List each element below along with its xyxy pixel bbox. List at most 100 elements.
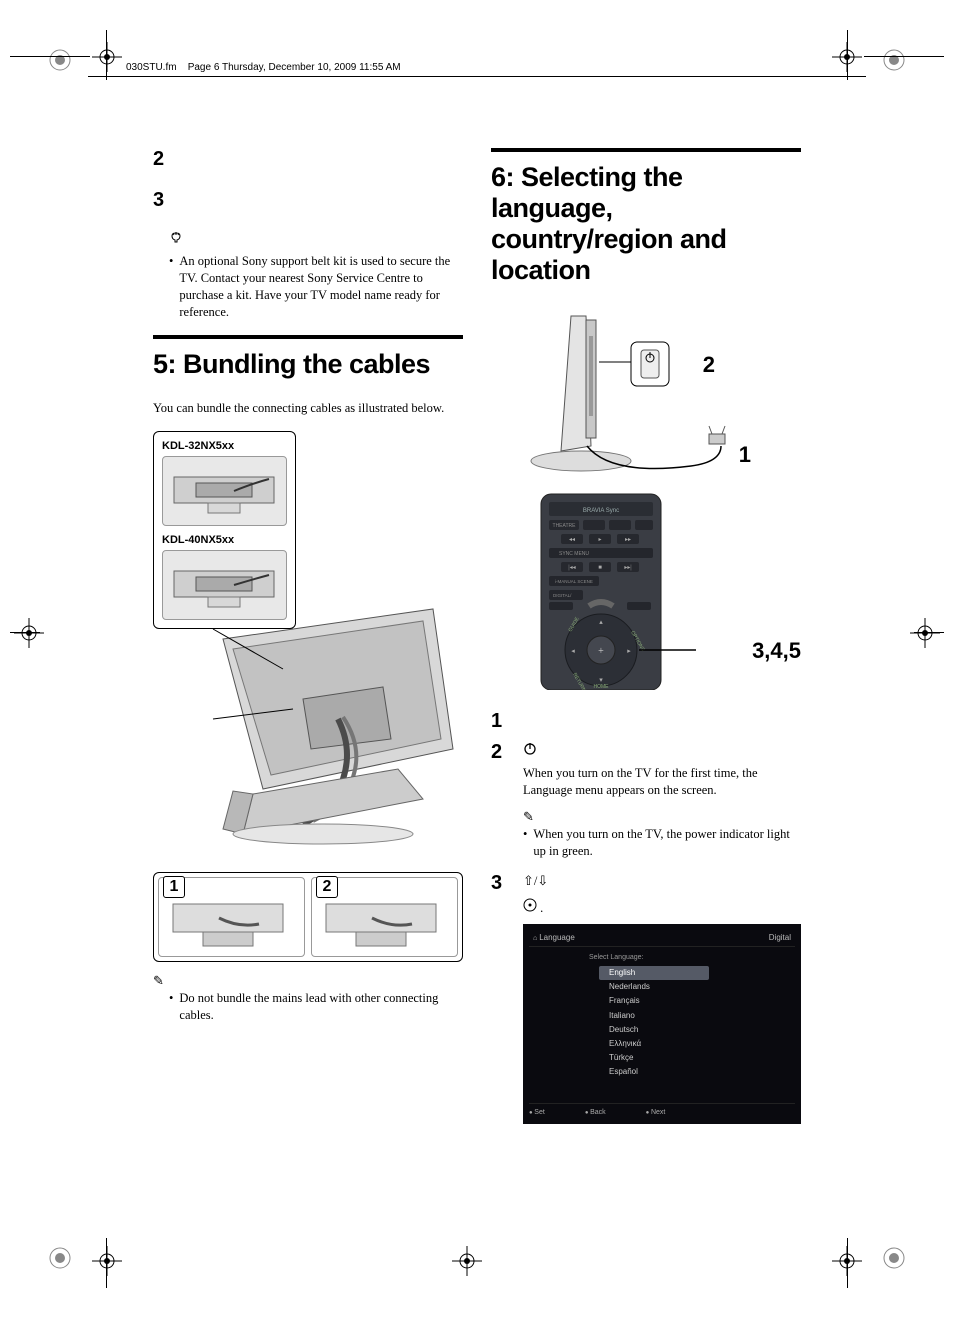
svg-text:+: + <box>598 646 604 657</box>
cable-diagram-b <box>162 550 287 620</box>
diagram-label-1: 1 <box>739 442 751 468</box>
language-menu-screenshot: ⌂ Language Digital Select Language: Engl… <box>523 924 801 1124</box>
lang-item: Español <box>599 1065 795 1079</box>
model-b-label: KDL-40NX5xx <box>162 534 287 546</box>
registration-mark <box>882 1246 906 1270</box>
step-2: 2 When you turn on the TV for the first … <box>491 741 801 864</box>
note-text: Do not bundle the mains lead with other … <box>179 990 463 1024</box>
step-number-3: 3 <box>153 189 463 212</box>
frame-line <box>847 1238 848 1288</box>
svg-text:◂: ◂ <box>571 647 575 655</box>
section-6-title: 6: Selecting the language, country/regio… <box>491 162 801 286</box>
step-illustration-row: 1 2 <box>153 872 463 962</box>
footer-next: Next <box>646 1108 666 1118</box>
diagram-label-345: 3,4,5 <box>752 638 801 664</box>
step-number-2: 2 <box>153 148 463 171</box>
tv-power-diagram: 2 1 <box>491 306 801 486</box>
arrows-icon: ⇧/⇩ <box>523 872 801 891</box>
step-3-no: 3 <box>491 872 511 895</box>
svg-text:BRAVIA Sync: BRAVIA Sync <box>583 508 619 514</box>
svg-text:▴: ▴ <box>599 618 603 626</box>
step-2-note-text: When you turn on the TV, the power indic… <box>533 826 801 860</box>
step-2-text: When you turn on the TV for the first ti… <box>523 765 801 800</box>
registration-mark <box>48 48 72 72</box>
section-5-title: 5: Bundling the cables <box>153 349 463 380</box>
svg-text:▾: ▾ <box>599 676 603 684</box>
bullet-dot: • <box>169 990 173 1024</box>
crop-mark <box>14 618 44 648</box>
right-column: 6: Selecting the language, country/regio… <box>491 148 801 1132</box>
lang-item: Nederlands <box>599 980 795 994</box>
step-1-number: 1 <box>163 876 185 898</box>
language-list: Select Language: English Nederlands Fran… <box>599 953 795 1079</box>
svg-text:THEATRE: THEATRE <box>553 523 577 529</box>
section-rule <box>153 335 463 339</box>
lang-title-right: Digital <box>769 932 791 944</box>
header-rule <box>88 76 866 77</box>
remote-diagram: BRAVIA Sync THEATRE ◂◂ ▸ ▸▸ SYNC MENU |◂… <box>491 490 801 690</box>
lang-footer: Set Back Next <box>529 1103 795 1118</box>
crop-mark <box>92 42 122 72</box>
select-language-label: Select Language: <box>589 953 795 963</box>
footer-back: Back <box>585 1108 606 1118</box>
svg-text:|◂◂: |◂◂ <box>568 565 575 571</box>
note-icon: ✎ <box>523 808 801 827</box>
section-rule <box>491 148 801 152</box>
frame-line <box>864 56 944 57</box>
lang-item: Türkçe <box>599 1051 795 1065</box>
lang-item: Deutsch <box>599 1022 795 1036</box>
step-2-box: 2 <box>311 877 458 957</box>
bullet-dot: • <box>523 826 527 860</box>
header-pageinfo: Page 6 Thursday, December 10, 2009 11:55… <box>188 62 401 73</box>
section-5-intro: You can bundle the connecting cables as … <box>153 400 463 418</box>
step-2-note: • When you turn on the TV, the power ind… <box>523 826 801 860</box>
step-1: 1 <box>491 710 801 733</box>
step-1-no: 1 <box>491 710 511 733</box>
diagram-label-2: 2 <box>703 352 715 378</box>
svg-text:SYNC MENU: SYNC MENU <box>559 551 589 557</box>
step-2-no: 2 <box>491 741 511 764</box>
frame-line <box>106 30 107 80</box>
left-column: 2 3 • An optional Sony support belt kit … <box>153 148 463 1132</box>
step-1-box: 1 <box>158 877 305 957</box>
svg-text:▸: ▸ <box>598 537 601 543</box>
frame-line <box>106 1238 107 1288</box>
lang-item: Français <box>599 994 795 1008</box>
footer-set: Set <box>529 1108 545 1118</box>
svg-text:HOME: HOME <box>594 684 610 690</box>
crop-mark <box>452 1246 482 1276</box>
bullet-dot: • <box>169 253 173 321</box>
svg-text:i-MANUAL SCENE: i-MANUAL SCENE <box>555 579 593 584</box>
tip-text: An optional Sony support belt kit is use… <box>179 253 463 321</box>
lang-item: Ελληνικά <box>599 1036 795 1050</box>
frame-line <box>847 30 848 80</box>
header-filename: 030STU.fm <box>126 62 177 73</box>
svg-text:■: ■ <box>598 565 602 571</box>
frame-line <box>914 632 944 633</box>
step-3: 3 ⇧/⇩ . ⌂ Language Digital Select Langua… <box>491 872 801 1124</box>
svg-text:▸▸|: ▸▸| <box>624 565 631 571</box>
registration-mark <box>48 1246 72 1270</box>
svg-text:DIGITAL/: DIGITAL/ <box>553 593 572 598</box>
crop-mark <box>92 1246 122 1276</box>
cable-diagram-a <box>162 456 287 526</box>
note-bullet: • Do not bundle the mains lead with othe… <box>169 990 463 1024</box>
crop-mark <box>910 618 940 648</box>
svg-text:◂◂: ◂◂ <box>569 537 575 543</box>
registration-mark <box>882 48 906 72</box>
tv-back-illustration <box>153 599 463 864</box>
tip-bullet: • An optional Sony support belt kit is u… <box>169 253 463 321</box>
tip-icon <box>169 230 463 249</box>
frame-line <box>10 632 40 633</box>
model-a-label: KDL-32NX5xx <box>162 440 287 452</box>
lang-title-left: ⌂ Language <box>533 932 575 944</box>
svg-text:▸▸: ▸▸ <box>625 537 631 543</box>
step-2-number: 2 <box>316 876 338 898</box>
lang-item: English <box>599 966 709 980</box>
note-icon: ✎ <box>153 972 463 990</box>
enter-icon: . <box>523 898 801 918</box>
page-header: 030STU.fm Page 6 Thursday, December 10, … <box>126 62 401 73</box>
svg-text:▸: ▸ <box>627 647 631 655</box>
lang-item: Italiano <box>599 1008 795 1022</box>
power-icon <box>523 741 801 761</box>
